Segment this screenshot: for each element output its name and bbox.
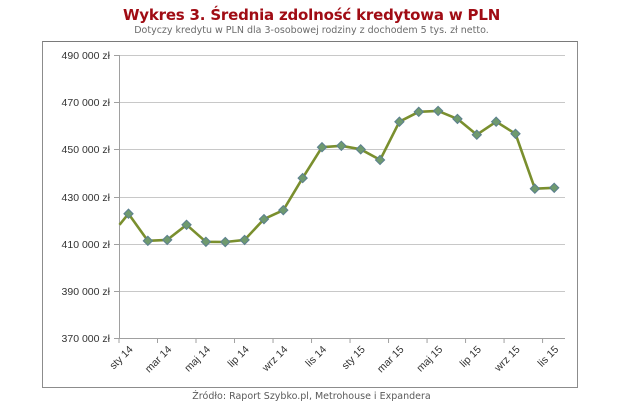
data-point-marker [123, 208, 134, 220]
gridlines [119, 55, 565, 292]
data-point-marker [432, 105, 444, 117]
data-point-marker [548, 182, 560, 194]
y-tick-label: 370 000 zł [62, 333, 111, 345]
data-point-marker [374, 154, 386, 166]
y-tick-label: 490 000 zł [62, 50, 111, 62]
chart-subtitle: Dotyczy kredytu w PLN dla 3-osobowej rod… [134, 25, 489, 36]
y-tick-label: 430 000 zł [62, 192, 111, 204]
source-note: Źródło: Raport Szybko.pl, Metrohouse i E… [192, 391, 431, 402]
data-point-marker [181, 219, 192, 231]
data-point-marker [394, 116, 405, 128]
y-tick-label: 410 000 zł [62, 239, 111, 251]
data-point-marker [200, 236, 212, 248]
x-tick-label: lip 15 [458, 344, 484, 370]
x-tick-label: lis 14 [303, 344, 329, 370]
x-tick-label: mar 14 [143, 344, 175, 376]
data-point-marker [161, 234, 173, 246]
y-axis: 370 000 zł 390 000 zł 410 000 zł 430 000 zł… [62, 50, 120, 345]
x-tick-label: wrz 14 [259, 344, 290, 375]
data-point-marker [277, 204, 289, 216]
y-tick-label: 450 000 zł [62, 144, 111, 156]
x-tick-label: lis 15 [536, 344, 562, 370]
data-point-marker [258, 213, 270, 225]
data-point-marker [452, 113, 463, 125]
data-point-marker [490, 116, 502, 128]
x-tick-label: mar 15 [375, 344, 407, 376]
data-point-marker [219, 236, 231, 248]
data-point-marker [297, 172, 308, 184]
chart-title: Wykres 3. Średnia zdolność kredytowa w P… [122, 6, 501, 24]
y-tick-label: 390 000 zł [62, 286, 111, 298]
x-tick-label: sty 15 [340, 344, 368, 372]
data-point-marker [355, 144, 367, 155]
x-tick-label: sty 14 [107, 344, 135, 372]
x-tick-label: maj 14 [182, 344, 213, 375]
data-point-marker [510, 128, 521, 140]
x-tick-label: maj 15 [414, 344, 445, 375]
data-point-marker [471, 129, 483, 141]
data-point-marker [142, 235, 154, 247]
data-point-marker [316, 141, 328, 153]
data-series [118, 105, 560, 248]
x-axis: sty 14 mar 14 maj 14 lip 14 wrz 14 lis 14 sty … [107, 338, 565, 375]
x-tick-label: lip 14 [225, 344, 251, 370]
chart-frame [42, 41, 578, 388]
data-point-marker [336, 140, 347, 152]
y-tick-label: 470 000 zł [62, 97, 111, 109]
data-point-marker [413, 106, 425, 118]
data-point-marker [529, 183, 541, 195]
x-tick-label: wrz 15 [492, 344, 523, 375]
data-point-marker [239, 234, 250, 246]
